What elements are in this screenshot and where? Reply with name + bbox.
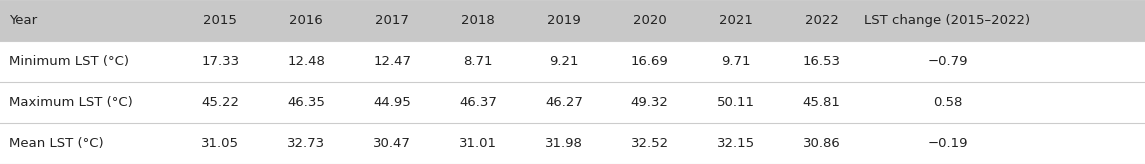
Bar bbox=[0, 41, 1145, 82]
Text: Year: Year bbox=[9, 14, 38, 27]
Text: 49.32: 49.32 bbox=[631, 96, 669, 109]
Text: −0.19: −0.19 bbox=[927, 137, 968, 150]
Text: 31.05: 31.05 bbox=[202, 137, 239, 150]
Text: 2016: 2016 bbox=[290, 14, 323, 27]
Text: 45.81: 45.81 bbox=[803, 96, 840, 109]
Text: 17.33: 17.33 bbox=[202, 55, 239, 68]
Text: 32.15: 32.15 bbox=[717, 137, 755, 150]
Text: 46.37: 46.37 bbox=[459, 96, 497, 109]
Text: 31.01: 31.01 bbox=[459, 137, 497, 150]
Text: 12.48: 12.48 bbox=[287, 55, 325, 68]
Text: 2017: 2017 bbox=[376, 14, 409, 27]
Text: 9.71: 9.71 bbox=[721, 55, 750, 68]
Text: 31.98: 31.98 bbox=[545, 137, 583, 150]
Text: 16.53: 16.53 bbox=[803, 55, 840, 68]
Text: 2020: 2020 bbox=[633, 14, 666, 27]
Text: 45.22: 45.22 bbox=[202, 96, 239, 109]
Bar bbox=[0, 82, 1145, 123]
Text: 9.21: 9.21 bbox=[550, 55, 578, 68]
Text: 16.69: 16.69 bbox=[631, 55, 669, 68]
Text: 32.73: 32.73 bbox=[287, 137, 325, 150]
Text: 46.35: 46.35 bbox=[287, 96, 325, 109]
Text: 2019: 2019 bbox=[547, 14, 581, 27]
Text: 2022: 2022 bbox=[805, 14, 838, 27]
Text: 30.86: 30.86 bbox=[803, 137, 840, 150]
Text: LST change (2015–2022): LST change (2015–2022) bbox=[864, 14, 1030, 27]
Text: 32.52: 32.52 bbox=[631, 137, 669, 150]
Text: 12.47: 12.47 bbox=[373, 55, 411, 68]
Text: 0.58: 0.58 bbox=[933, 96, 962, 109]
Text: 2018: 2018 bbox=[461, 14, 495, 27]
Text: 46.27: 46.27 bbox=[545, 96, 583, 109]
Text: −0.79: −0.79 bbox=[927, 55, 968, 68]
Text: Maximum LST (°C): Maximum LST (°C) bbox=[9, 96, 133, 109]
Text: Minimum LST (°C): Minimum LST (°C) bbox=[9, 55, 129, 68]
Text: 50.11: 50.11 bbox=[717, 96, 755, 109]
Text: 30.47: 30.47 bbox=[373, 137, 411, 150]
Text: 2015: 2015 bbox=[204, 14, 237, 27]
Text: 44.95: 44.95 bbox=[373, 96, 411, 109]
Text: Mean LST (°C): Mean LST (°C) bbox=[9, 137, 104, 150]
Text: 2021: 2021 bbox=[719, 14, 752, 27]
Text: 8.71: 8.71 bbox=[464, 55, 492, 68]
Bar bbox=[0, 0, 1145, 41]
Bar bbox=[0, 123, 1145, 164]
